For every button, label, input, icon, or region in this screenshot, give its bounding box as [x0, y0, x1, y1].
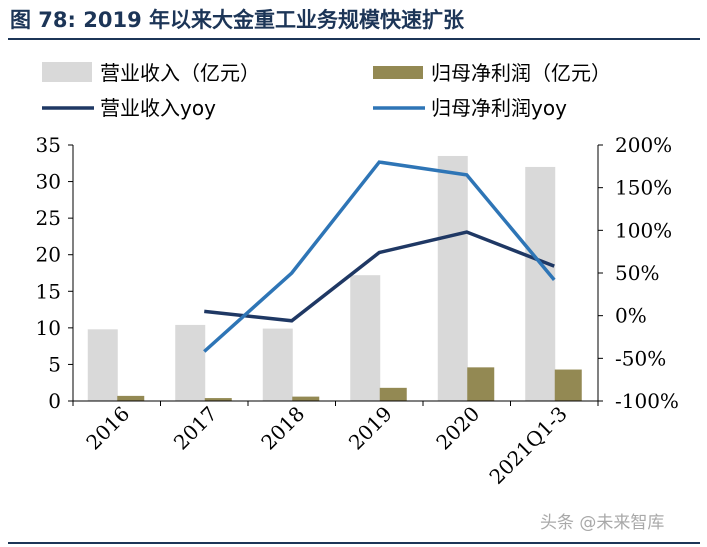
x-tick-label: 2019 [344, 402, 397, 455]
profit-bar-5 [554, 369, 582, 401]
title-rule [8, 38, 700, 40]
right-tick-label: -100% [615, 389, 679, 413]
revenue-bar-2 [262, 328, 293, 401]
watermark: 头条 @未来智库 [540, 513, 665, 533]
legend-profit-yoy-label: 归母净利润yoy [431, 96, 567, 120]
lines-layer [203, 160, 556, 353]
legend-profit-swatch [373, 66, 423, 79]
legend: 营业收入（亿元） 归母净利润（亿元） 营业收入yoy 归母净利润yoy [42, 61, 611, 120]
legend-revenue-swatch [42, 62, 92, 82]
left-tick-label: 15 [36, 279, 61, 303]
left-tick-label: 10 [36, 316, 61, 340]
x-tick-label: 2020 [431, 402, 484, 455]
revenue-bar-3 [350, 275, 381, 401]
right-tick-label: 50% [615, 261, 659, 285]
profit-yoy-line [203, 160, 556, 353]
right-tick-label: -50% [615, 346, 666, 370]
legend-revenue-label: 营业收入（亿元） [100, 61, 260, 85]
profit-bar-2 [292, 396, 320, 401]
left-tick-label: 0 [48, 389, 61, 413]
left-tick-label: 25 [36, 206, 61, 230]
axes-layer [68, 144, 603, 406]
legend-revenue-yoy-label: 营业收入yoy [100, 96, 216, 120]
revenue-yoy-line [204, 230, 555, 323]
profit-bar-3 [379, 387, 407, 401]
legend-profit-label: 归母净利润（亿元） [431, 61, 611, 85]
right-tick-label: 200% [615, 133, 672, 157]
x-tick-label: 2017 [169, 402, 222, 455]
left-tick-label: 30 [36, 170, 61, 194]
revenue-bar-5 [525, 166, 556, 401]
x-tick-label: 2021Q1-3 [484, 402, 571, 489]
left-tick-label: 20 [36, 243, 61, 267]
bars-layer [87, 155, 582, 401]
bottom-rule [8, 542, 700, 544]
revenue-bar-0 [87, 329, 118, 401]
right-tick-label: 150% [615, 176, 672, 200]
right-tick-label: 100% [615, 218, 672, 242]
revenue-bar-4 [437, 155, 468, 401]
x-tick-label: 2016 [81, 402, 134, 455]
left-tick-label: 35 [36, 133, 61, 157]
right-tick-label: 0% [615, 304, 647, 328]
revenue-bar-1 [175, 324, 206, 401]
profit-bar-4 [467, 367, 495, 401]
profit-bar-0 [117, 395, 145, 401]
profit-bar-1 [204, 398, 232, 401]
x-tick-label: 2018 [256, 402, 309, 455]
figure-title: 图 78: 2019 年以来大金重工业务规模快速扩张 [10, 8, 465, 32]
left-tick-label: 5 [48, 352, 61, 376]
